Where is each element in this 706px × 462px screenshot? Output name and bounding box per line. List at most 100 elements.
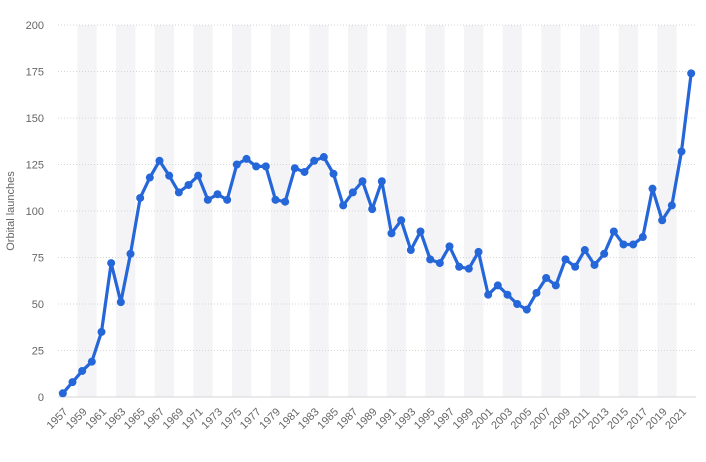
data-point: [242, 154, 251, 163]
x-tick-label: 2021: [663, 406, 689, 432]
x-tick-label: 1989: [354, 406, 380, 432]
y-tick-label: 150: [26, 113, 44, 125]
data-point: [126, 249, 135, 258]
y-gridlines: [58, 24, 696, 398]
y-tick-label: 100: [26, 206, 44, 218]
data-point: [358, 177, 367, 186]
series-group: [58, 69, 696, 398]
y-tick-label: 200: [26, 20, 44, 32]
data-point: [397, 216, 406, 225]
y-tick-label: 125: [26, 160, 44, 172]
data-point: [677, 147, 686, 156]
data-point: [464, 264, 473, 273]
x-tick-label: 1957: [45, 406, 71, 432]
data-point: [184, 180, 193, 189]
data-point: [542, 273, 551, 282]
x-tick-label: 1985: [315, 406, 341, 432]
data-point: [339, 201, 348, 210]
x-tick-label: 2001: [470, 406, 496, 432]
x-tick-label: 2009: [547, 406, 573, 432]
x-tick-label: 1967: [141, 406, 167, 432]
data-point: [377, 177, 386, 186]
data-point: [561, 255, 570, 264]
data-point: [435, 259, 444, 268]
x-tick-label: 1983: [296, 406, 322, 432]
data-point: [232, 160, 241, 169]
x-tick-label: 1981: [277, 406, 303, 432]
data-point: [300, 167, 309, 176]
y-tick-label: 50: [32, 299, 44, 311]
data-point: [145, 173, 154, 182]
x-tick-labels: 1957195919611963196519671969197119731975…: [45, 406, 689, 432]
data-point: [68, 378, 77, 387]
x-tick-label: 1997: [431, 406, 457, 432]
x-tick-label: 1995: [412, 406, 438, 432]
x-tick-label: 1991: [373, 406, 399, 432]
data-point: [223, 195, 232, 204]
x-tick-label: 1979: [257, 406, 283, 432]
data-point: [590, 260, 599, 269]
x-tick-label: 2011: [567, 406, 592, 431]
x-tick-label: 1959: [64, 406, 90, 432]
background-band: [77, 25, 97, 397]
data-point: [658, 216, 667, 225]
data-point: [638, 233, 647, 242]
data-point: [426, 255, 435, 264]
data-point: [155, 156, 164, 165]
data-point: [348, 188, 357, 197]
x-tick-label: 2019: [644, 406, 670, 432]
y-axis-title: Orbital launches: [5, 171, 17, 251]
data-point: [445, 242, 454, 251]
background-band: [425, 25, 445, 397]
data-point: [484, 290, 493, 299]
data-point: [261, 162, 270, 171]
x-tick-label: 1971: [180, 406, 206, 432]
data-point: [174, 188, 183, 197]
data-point: [609, 227, 618, 236]
data-point: [416, 227, 425, 236]
data-point: [619, 240, 628, 249]
data-point: [687, 69, 696, 78]
x-tick-label: 2015: [605, 406, 631, 432]
data-point: [503, 290, 512, 299]
data-point: [406, 246, 415, 255]
x-tick-label: 2003: [489, 406, 515, 432]
data-point: [387, 229, 396, 238]
data-point: [513, 300, 522, 308]
data-point: [667, 201, 676, 210]
data-point: [368, 205, 377, 214]
data-point: [455, 262, 464, 271]
x-tick-label: 1965: [122, 406, 148, 432]
data-point: [310, 156, 319, 165]
x-tick-label: 1973: [199, 406, 225, 432]
x-tick-label: 1999: [451, 406, 477, 432]
data-point: [116, 298, 125, 307]
data-point: [551, 281, 560, 290]
data-point: [629, 240, 638, 249]
data-point: [648, 184, 657, 193]
data-point: [78, 366, 87, 375]
data-point: [203, 195, 212, 204]
data-point: [532, 288, 541, 297]
data-point: [474, 247, 483, 256]
data-point: [493, 281, 502, 290]
y-tick-label: 0: [38, 392, 44, 404]
data-point: [319, 153, 328, 162]
data-point: [97, 327, 106, 336]
x-tick-label: 1963: [103, 406, 129, 432]
data-point: [580, 246, 589, 255]
data-point: [107, 259, 116, 268]
x-tick-label: 1993: [393, 406, 419, 432]
x-tick-label: 1969: [161, 406, 187, 432]
data-point: [571, 262, 580, 271]
y-tick-label: 25: [32, 346, 44, 358]
data-point: [136, 193, 145, 202]
data-point: [252, 162, 261, 171]
data-point: [522, 305, 531, 314]
x-tick-label: 2005: [509, 406, 535, 432]
data-point: [194, 171, 203, 180]
x-tick-label: 1975: [219, 406, 245, 432]
x-tick-label: 2017: [625, 406, 651, 432]
